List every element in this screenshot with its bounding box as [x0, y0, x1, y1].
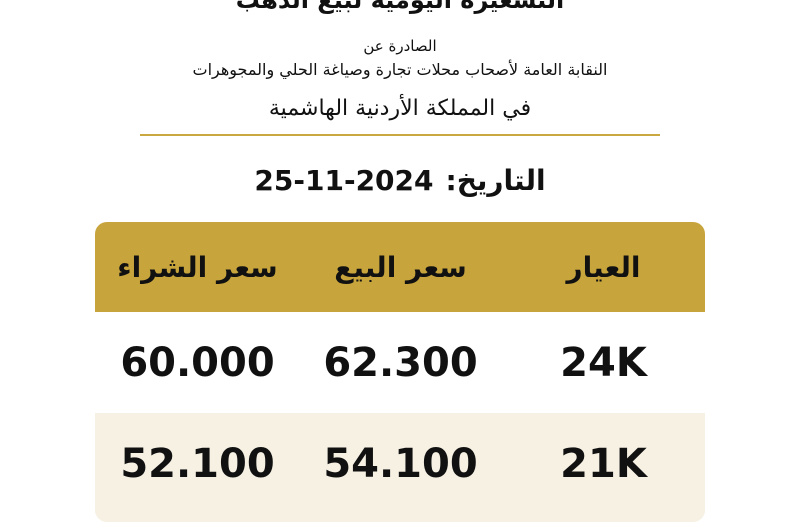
karat: 24K — [560, 339, 647, 386]
table-header: العيار سعر البيع سعر الشراء — [95, 222, 705, 312]
sell-price: 54.100 — [323, 440, 478, 487]
buy-price: 52.100 — [120, 440, 275, 487]
karat: 21K — [560, 440, 647, 487]
column-header: سعر البيع — [334, 250, 467, 284]
date-value: 25-11-2024 — [254, 164, 434, 197]
price-table: العيار سعر البيع سعر الشراء 24K 62.300 6… — [95, 222, 705, 522]
buy-price: 60.000 — [120, 339, 275, 386]
issued-by-label: الصادرة عن — [363, 37, 437, 55]
country: في المملكة الأردنية الهاشمية — [268, 96, 532, 121]
column-header: سعر الشراء — [117, 250, 278, 284]
table-row: 24K 62.300 60.000 — [95, 312, 705, 413]
date: التاريخ: 25-11-2024 — [0, 164, 800, 197]
date-label: التاريخ: — [445, 164, 546, 197]
issuer: النقابة العامة لأصحاب محلات تجارة وصياغة… — [192, 60, 608, 79]
divider — [140, 134, 660, 136]
table-row: 21K 54.100 52.100 — [95, 413, 705, 514]
sell-price: 62.300 — [323, 339, 478, 386]
title: التسعيرة اليومية لبيع الذهب — [235, 0, 565, 14]
column-header: العيار — [566, 250, 641, 284]
